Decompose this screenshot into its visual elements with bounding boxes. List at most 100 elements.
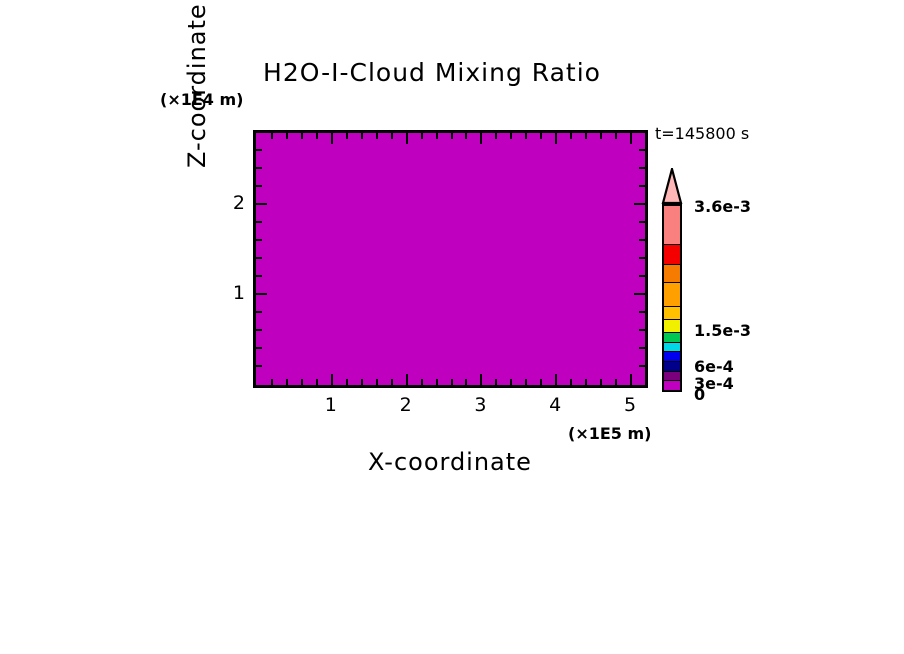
heatmap-field: [256, 133, 645, 385]
x-major-tick: [480, 374, 483, 385]
colorbar-bands: [662, 204, 682, 392]
colorbar-band: [664, 282, 680, 306]
x-major-tick-top: [405, 133, 408, 144]
y-minor-tick-right: [639, 167, 645, 169]
x-axis-title: X-coordinate: [0, 448, 904, 476]
x-tick-label: 2: [399, 394, 412, 416]
colorbar-tick-label: 6e-4: [694, 356, 734, 376]
y-major-tick: [256, 293, 267, 295]
x-minor-tick-top: [450, 133, 453, 139]
colorbar-band: [664, 332, 680, 342]
x-minor-tick: [345, 379, 348, 385]
x-tick-label: 5: [623, 394, 637, 416]
y-minor-tick: [256, 257, 262, 259]
plot-area[interactable]: [253, 130, 648, 388]
y-minor-tick: [256, 365, 262, 367]
x-major-tick-top: [480, 133, 483, 144]
y-minor-tick-right: [639, 149, 645, 151]
colorbar[interactable]: [660, 168, 684, 392]
colorbar-band: [664, 318, 680, 333]
x-minor-tick-top: [570, 133, 573, 139]
x-minor-tick-top: [600, 133, 603, 139]
y-minor-tick-right: [639, 275, 645, 277]
x-minor-tick: [465, 379, 468, 385]
x-minor-tick-top: [465, 133, 468, 139]
x-minor-tick: [300, 379, 303, 385]
colorbar-band: [664, 370, 680, 381]
colorbar-tick-label: 1.5e-3: [694, 321, 751, 341]
x-major-tick: [555, 374, 558, 385]
y-tick-label: 2: [232, 192, 245, 214]
y-minor-tick-right: [639, 311, 645, 313]
x-minor-tick-top: [510, 133, 513, 139]
x-axis-title-text: X-coordinate: [368, 448, 532, 476]
x-minor-tick: [420, 379, 423, 385]
x-tick-label: 3: [474, 394, 487, 416]
x-major-tick: [630, 374, 633, 385]
colorbar-band: [664, 380, 680, 390]
x-minor-tick-top: [300, 133, 303, 139]
x-major-tick-top: [330, 133, 333, 144]
colorbar-band: [664, 205, 680, 245]
x-minor-tick: [570, 379, 573, 385]
colorbar-extend-arrow-icon: [661, 168, 683, 204]
x-major-tick-top: [630, 133, 633, 144]
y-minor-tick: [256, 221, 262, 223]
y-minor-tick-right: [639, 365, 645, 367]
page-title: H2O-I-Cloud Mixing Ratio: [0, 58, 904, 87]
x-major-tick-top: [555, 133, 558, 144]
colorbar-band: [664, 244, 680, 265]
colorbar-tick-label: 0: [694, 385, 706, 404]
colorbar-tick-label: 3.6e-3: [694, 197, 751, 216]
colorbar-tick-label: 3e-4: [694, 373, 734, 393]
x-minor-tick: [525, 379, 528, 385]
x-minor-tick-top: [360, 133, 363, 139]
x-minor-tick-top: [270, 133, 273, 139]
y-minor-tick-right: [639, 239, 645, 241]
x-minor-tick: [615, 379, 618, 385]
y-minor-tick: [256, 347, 262, 349]
x-minor-tick: [510, 379, 513, 385]
timestamp-annotation: t=145800 s: [655, 124, 750, 143]
x-minor-tick: [450, 379, 453, 385]
y-minor-tick: [256, 275, 262, 277]
x-major-tick: [330, 374, 333, 385]
y-minor-tick-right: [639, 257, 645, 259]
x-major-tick: [405, 374, 408, 385]
y-minor-tick-right: [639, 185, 645, 187]
y-minor-tick: [256, 311, 262, 313]
x-minor-tick: [270, 379, 273, 385]
x-minor-tick-top: [315, 133, 318, 139]
page-title-text: H2O-I-Cloud Mixing Ratio: [263, 58, 601, 87]
y-minor-tick: [256, 149, 262, 151]
colorbar-band: [664, 264, 680, 283]
y-minor-tick-right: [639, 329, 645, 331]
x-tick-label: 1: [324, 394, 337, 416]
x-minor-tick: [315, 379, 318, 385]
x-minor-tick: [540, 379, 543, 385]
x-minor-tick-top: [435, 133, 438, 139]
x-minor-tick: [390, 379, 393, 385]
x-minor-tick: [360, 379, 363, 385]
y-minor-tick: [256, 239, 262, 241]
colorbar-band: [664, 305, 680, 319]
y-tick-label: 1: [232, 282, 245, 304]
x-minor-tick: [495, 379, 498, 385]
x-minor-tick-top: [495, 133, 498, 139]
y-minor-tick: [256, 185, 262, 187]
x-minor-tick: [585, 379, 588, 385]
x-minor-tick: [435, 379, 438, 385]
y-minor-tick-right: [639, 221, 645, 223]
y-major-tick-right: [634, 203, 645, 205]
y-minor-tick-right: [639, 347, 645, 349]
x-tick-label: 4: [549, 394, 562, 416]
x-minor-tick-top: [420, 133, 423, 139]
x-minor-tick-top: [540, 133, 543, 139]
x-minor-tick-top: [585, 133, 588, 139]
y-axis-unit-label: (×1E4 m): [160, 90, 244, 109]
x-minor-tick-top: [525, 133, 528, 139]
x-minor-tick-top: [345, 133, 348, 139]
x-minor-tick-top: [285, 133, 288, 139]
colorbar-band: [664, 361, 680, 371]
y-major-tick-right: [634, 293, 645, 295]
